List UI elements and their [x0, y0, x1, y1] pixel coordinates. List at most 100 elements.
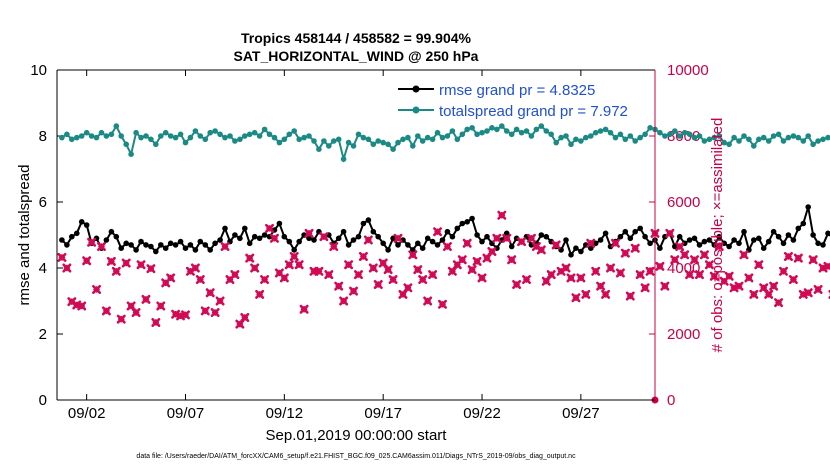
- assimilated-point: [482, 253, 492, 263]
- totalspread-point: [148, 136, 154, 143]
- rmse-point: [306, 235, 312, 242]
- y-axis-label-right: # of obs: o=possible; ×=assimilated: [709, 118, 726, 353]
- rmse-point: [429, 238, 436, 245]
- rmse-point: [795, 225, 802, 232]
- assimilated-point: [284, 260, 294, 270]
- totalspread-point: [706, 136, 713, 143]
- totalspread-point: [202, 136, 209, 143]
- totalspread-point: [815, 138, 821, 144]
- rmse-point: [696, 242, 703, 248]
- left-y-tick-label: 0: [39, 392, 47, 409]
- totalspread-point: [370, 141, 377, 148]
- totalspread-point: [810, 141, 816, 148]
- chart-title-line1: Tropics 458144 / 458582 = 99.904%: [241, 30, 472, 46]
- totalspread-point: [592, 129, 599, 136]
- totalspread-point: [607, 129, 614, 136]
- totalspread-point: [588, 133, 594, 139]
- right-y-tick-label: 10000: [667, 62, 709, 79]
- x-axis-label: Sep.01,2019 00:00:00 start: [266, 427, 448, 444]
- rmse-point: [637, 225, 643, 232]
- assimilated-point: [788, 275, 798, 285]
- totalspread-point: [751, 143, 757, 149]
- rmse-point: [780, 240, 787, 247]
- assimilated-point: [378, 258, 388, 268]
- rmse-point: [469, 215, 475, 222]
- rmse-point: [390, 235, 396, 242]
- rmse-point: [672, 243, 678, 250]
- assimilated-point: [744, 273, 754, 283]
- totalspread-point: [242, 133, 248, 139]
- rmse-point: [405, 242, 411, 248]
- totalspread-point: [701, 138, 708, 144]
- totalspread-point: [237, 136, 243, 143]
- assimilated-point: [418, 275, 428, 285]
- rmse-point: [439, 237, 446, 243]
- totalspread-point: [251, 129, 258, 136]
- totalspread-point: [627, 133, 634, 139]
- assimilated-point: [319, 232, 329, 242]
- totalspread-point: [756, 136, 762, 143]
- rmse-point: [242, 225, 248, 232]
- rmse-point: [622, 228, 629, 235]
- totalspread-point: [657, 129, 663, 136]
- assimilated-point: [803, 288, 813, 298]
- rmse-point: [415, 240, 421, 247]
- assimilated-point: [353, 270, 363, 280]
- totalspread-point: [647, 125, 653, 131]
- rmse-point: [676, 233, 683, 240]
- totalspread-point: [395, 139, 401, 146]
- totalspread-point: [760, 134, 767, 141]
- totalspread-point: [59, 134, 65, 141]
- totalspread-point: [232, 138, 238, 144]
- rmse-point: [177, 238, 184, 245]
- rmse-point: [731, 237, 737, 243]
- assimilated-point: [82, 256, 92, 266]
- rmse-point: [444, 228, 451, 235]
- assimilated-point: [601, 289, 611, 299]
- totalspread-point: [217, 131, 223, 138]
- totalspread-point: [538, 123, 545, 129]
- assimilated-point: [734, 281, 744, 291]
- assimilated-point: [739, 250, 749, 260]
- assimilated-point: [497, 210, 507, 220]
- totalspread-point: [311, 138, 317, 144]
- assimilated-point: [526, 233, 536, 243]
- rmse-point: [760, 245, 767, 251]
- totalspread-point: [207, 129, 213, 136]
- rmse-point: [588, 245, 594, 251]
- assimilated-point: [368, 263, 378, 273]
- assimilated-point: [808, 255, 818, 265]
- rmse-point: [153, 248, 159, 255]
- totalspread-point: [721, 139, 727, 146]
- totalspread-point: [128, 151, 134, 157]
- assimilated-point: [690, 255, 700, 265]
- totalspread-point: [765, 138, 772, 144]
- rmse-point: [281, 233, 288, 240]
- assimilated-point: [680, 250, 690, 260]
- assimilated-point: [670, 255, 680, 265]
- totalspread-point: [355, 131, 362, 138]
- totalspread-point: [419, 138, 426, 144]
- rmse-point: [162, 245, 169, 251]
- totalspread-point: [93, 134, 100, 141]
- totalspread-point: [177, 131, 184, 138]
- totalspread-point: [578, 138, 584, 144]
- totalspread-point: [118, 133, 124, 139]
- assimilated-point: [551, 240, 561, 250]
- assimilated-point: [457, 255, 467, 265]
- rmse-point: [108, 228, 115, 235]
- totalspread-point: [449, 128, 456, 134]
- right-y-tick-label: 0: [667, 392, 675, 409]
- rmse-point: [736, 240, 742, 247]
- rmse-point: [59, 237, 65, 243]
- rmse-point: [775, 233, 782, 240]
- rmse-point: [419, 245, 426, 251]
- rmse-point: [756, 235, 762, 242]
- x-tick-label: 09/02: [68, 405, 106, 422]
- rmse-point: [182, 245, 189, 251]
- totalspread-point: [162, 129, 169, 136]
- totalspread-point: [400, 136, 406, 143]
- assimilated-point: [591, 266, 601, 276]
- rmse-point: [207, 247, 213, 253]
- assimilated-point: [87, 237, 97, 247]
